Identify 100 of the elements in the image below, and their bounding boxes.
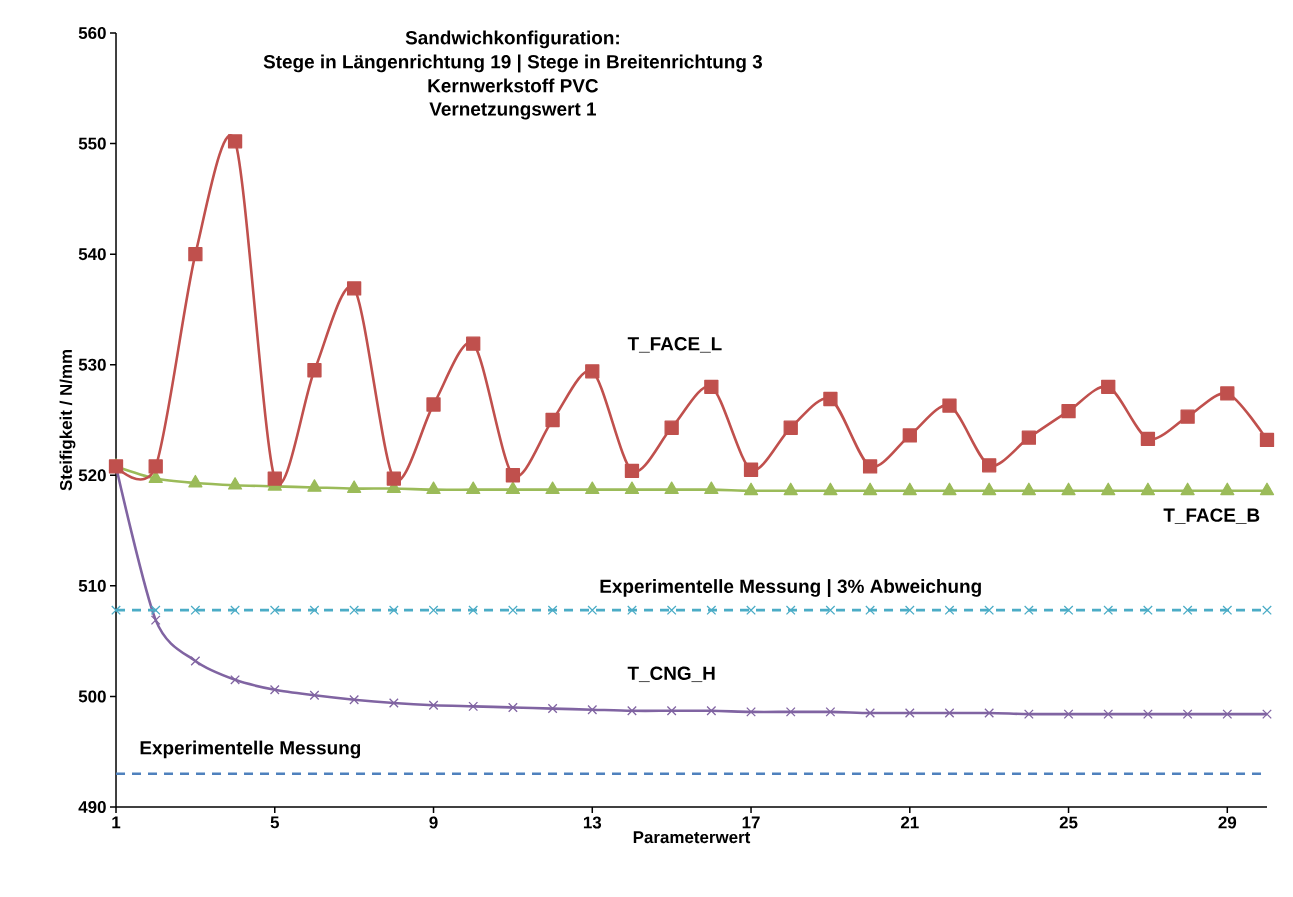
point	[1143, 605, 1153, 616]
point	[1220, 386, 1235, 401]
point	[783, 482, 798, 496]
point	[1143, 709, 1153, 719]
point	[1021, 482, 1036, 496]
point	[1140, 482, 1156, 496]
point	[1222, 709, 1233, 719]
point	[1262, 605, 1272, 616]
series-label: T_CNG_H	[627, 666, 715, 683]
point	[585, 364, 600, 379]
point	[944, 708, 955, 718]
point	[1262, 709, 1272, 719]
point	[624, 481, 640, 495]
series-label: Experimentelle Messung | 3% Abweichung	[600, 579, 981, 598]
point	[865, 708, 875, 718]
point	[1021, 430, 1037, 445]
point	[902, 428, 917, 443]
point	[150, 615, 161, 626]
point	[190, 656, 201, 666]
point	[666, 605, 677, 616]
point	[785, 605, 796, 616]
point	[508, 702, 518, 713]
point	[230, 605, 240, 616]
x-tick-label: 5	[270, 816, 280, 829]
point	[1061, 482, 1076, 496]
point	[666, 705, 677, 716]
point	[111, 605, 121, 616]
point	[1023, 709, 1034, 719]
point	[984, 605, 995, 616]
text: Stege in Längenrichtung 19 | Stege in Breitenrichtung 3	[263, 54, 763, 73]
point	[743, 462, 759, 477]
point	[1103, 605, 1114, 616]
x-tick-label: 21	[900, 816, 919, 829]
point	[188, 474, 203, 488]
point	[587, 704, 598, 715]
point	[230, 674, 240, 685]
point	[267, 471, 282, 486]
point	[1180, 482, 1195, 496]
point	[942, 482, 957, 496]
x-tick-label: 13	[583, 816, 602, 829]
point	[547, 703, 558, 714]
y-axis-title: Steifigkeit / N/mm	[59, 349, 76, 491]
point	[307, 479, 322, 492]
point	[1182, 709, 1193, 719]
point	[150, 605, 161, 616]
point	[349, 694, 360, 705]
y-tick-label: 530	[78, 358, 106, 371]
point	[1220, 482, 1235, 496]
point	[823, 391, 838, 407]
x-tick-label: 25	[1059, 816, 1078, 829]
point	[227, 134, 243, 149]
point	[505, 481, 521, 495]
y-tick-label: 500	[78, 690, 106, 703]
point	[1259, 432, 1275, 448]
point	[428, 700, 439, 711]
point	[190, 605, 201, 616]
point	[785, 707, 796, 717]
point	[942, 398, 957, 413]
y-tick-label: 540	[78, 248, 106, 261]
point	[704, 379, 719, 394]
point	[664, 420, 679, 435]
y-tick-label: 490	[78, 800, 106, 813]
point	[944, 605, 955, 616]
point	[428, 605, 439, 616]
point	[746, 707, 756, 717]
point	[386, 471, 401, 486]
point	[1101, 379, 1116, 394]
point	[468, 701, 479, 712]
point	[1023, 605, 1034, 616]
point	[904, 605, 915, 616]
series-label: T_FACE_B	[1163, 508, 1260, 524]
x-tick-label: 17	[742, 816, 760, 829]
point	[743, 482, 759, 496]
point	[1222, 605, 1233, 616]
series-label: Experimentelle Messung	[140, 740, 361, 759]
point	[466, 336, 481, 351]
point	[426, 397, 441, 412]
point	[1101, 482, 1116, 496]
point	[865, 605, 875, 616]
y-tick-label: 560	[78, 26, 106, 39]
point	[545, 412, 560, 428]
annotation: Kernwerkstoff PVC	[428, 78, 599, 93]
series-label: T_FACE_L	[627, 337, 722, 353]
point	[547, 605, 558, 616]
point	[627, 705, 637, 716]
point	[349, 605, 360, 616]
x-tick-label: 1	[112, 816, 121, 829]
point	[466, 481, 481, 495]
point	[823, 482, 838, 496]
point	[309, 690, 320, 701]
point	[1103, 709, 1114, 719]
point	[1180, 409, 1195, 424]
x-axis-title: Parameterwert	[633, 831, 751, 844]
point	[468, 605, 479, 616]
point	[627, 605, 637, 616]
point	[825, 605, 836, 616]
point	[148, 459, 163, 474]
point	[783, 420, 798, 435]
point	[862, 459, 878, 474]
point	[426, 481, 441, 495]
